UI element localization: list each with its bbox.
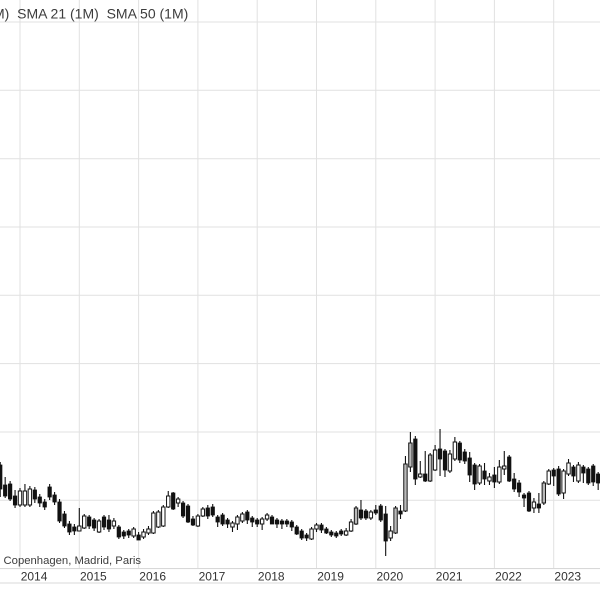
svg-text:2018: 2018	[258, 570, 285, 584]
svg-text:Copenhagen, Madrid, Paris: Copenhagen, Madrid, Paris	[4, 555, 142, 567]
svg-text:2022: 2022	[495, 570, 522, 584]
svg-text:2017: 2017	[199, 570, 226, 584]
svg-text:2014: 2014	[21, 570, 48, 584]
svg-text:2021: 2021	[436, 570, 463, 584]
svg-text:2015: 2015	[80, 570, 107, 584]
svg-text:2019: 2019	[317, 570, 344, 584]
svg-text:2023: 2023	[554, 570, 581, 584]
svg-text:2020: 2020	[377, 570, 404, 584]
svg-text:2016: 2016	[139, 570, 166, 584]
svg-text:M) SMA 21 (1M) SMA 50 (1M): M) SMA 21 (1M) SMA 50 (1M)	[0, 6, 188, 22]
